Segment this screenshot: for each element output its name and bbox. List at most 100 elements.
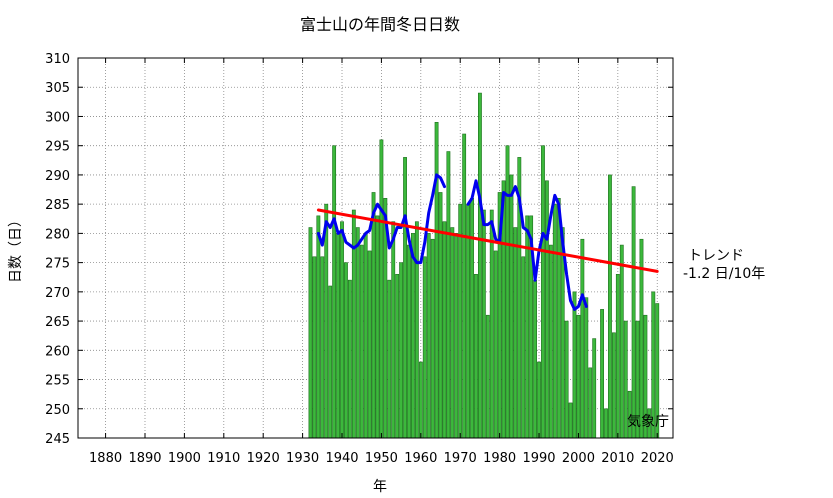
bar (347, 279, 352, 439)
bar (619, 244, 624, 439)
x-tick-label: 1970 (444, 451, 477, 466)
y-tick-label: 245 (45, 432, 70, 447)
bar (615, 274, 620, 439)
trend-line (316, 208, 659, 273)
bar (485, 314, 490, 439)
y-tick-label: 290 (45, 169, 70, 184)
bar (414, 221, 419, 439)
bar (324, 203, 329, 439)
y-tick-label: 300 (45, 110, 70, 125)
moving-average-line-2 (466, 179, 588, 311)
bar (580, 238, 585, 439)
bar (466, 203, 471, 439)
x-tick-label: 2010 (601, 451, 634, 466)
bar (493, 250, 498, 439)
x-tick-label: 1920 (247, 451, 280, 466)
x-axis-ticks: 1880 1890 1900 1910 1920 1930 1940 1950 1960 1970… (89, 58, 674, 466)
bar (355, 227, 360, 439)
bar (344, 262, 348, 439)
bar (391, 221, 396, 439)
x-tick-label: 1980 (483, 451, 516, 466)
x-tick-label: 1880 (89, 451, 122, 466)
bar (533, 279, 538, 439)
y-tick-label: 270 (45, 286, 70, 301)
x-tick-label: 1960 (404, 451, 437, 466)
y-tick-label: 275 (45, 257, 70, 272)
moving-average-line-1 (316, 173, 446, 265)
y-tick-label: 265 (45, 315, 70, 330)
bar (513, 227, 518, 439)
x-tick-label: 1950 (365, 451, 398, 466)
bar (359, 244, 364, 439)
bar (418, 361, 423, 439)
y-axis-label: 日数（日） (8, 213, 24, 283)
bar (332, 145, 337, 439)
bar (411, 233, 415, 439)
x-tick-label: 1910 (207, 451, 240, 466)
bar (426, 233, 431, 439)
bar (407, 244, 411, 439)
bar (548, 244, 553, 439)
bar (537, 361, 541, 439)
bar (328, 285, 333, 439)
credit-label: 気象庁 (627, 414, 669, 430)
bar (340, 221, 344, 439)
bar (556, 198, 561, 439)
bar (399, 262, 404, 439)
y-tick-label: 255 (45, 374, 70, 389)
bar (576, 314, 581, 439)
y-tick-label: 310 (45, 52, 70, 67)
bar (541, 145, 545, 439)
y-tick-label: 295 (45, 140, 70, 155)
bar (552, 203, 557, 439)
bar (320, 256, 325, 439)
bar (395, 274, 400, 439)
bar (422, 256, 427, 439)
gridlines (78, 58, 673, 438)
plot-frame (77, 57, 674, 439)
y-axis-ticks: 245 250 255 260 265 270 275 280 285 290 295 300 305 3… (45, 52, 673, 447)
bar (489, 209, 494, 439)
bar (584, 297, 589, 439)
bar (611, 332, 616, 439)
bar (604, 408, 608, 439)
bar (462, 133, 467, 439)
bar (312, 256, 317, 439)
y-tick-label: 305 (45, 81, 70, 96)
x-tick-label: 1900 (168, 451, 201, 466)
bar (505, 145, 510, 439)
bar (458, 203, 463, 439)
bar (470, 198, 474, 439)
bar (367, 250, 372, 439)
x-tick-label: 1940 (325, 451, 358, 466)
bar (631, 186, 636, 439)
bar (454, 233, 459, 439)
x-tick-label: 2000 (562, 451, 595, 466)
x-axis-label: 年 (373, 479, 387, 495)
x-tick-label: 2020 (641, 451, 674, 466)
trend-label-rate: -1.2 日/10年 (683, 266, 765, 282)
line-series (316, 173, 659, 311)
bar (588, 367, 593, 439)
bar (521, 256, 526, 439)
x-tick-label: 1990 (522, 451, 555, 466)
bar (572, 291, 577, 439)
bar (442, 221, 447, 439)
y-tick-label: 250 (45, 403, 70, 418)
bar (308, 227, 313, 439)
bar (474, 274, 478, 439)
bar (430, 238, 435, 439)
bar (363, 233, 368, 439)
bar (564, 320, 569, 439)
trend-label-title: トレンド (688, 248, 744, 264)
bar (478, 92, 482, 439)
bar (371, 192, 376, 439)
bar (446, 151, 451, 439)
x-tick-label: 1930 (286, 451, 319, 466)
chart-title: 富士山の年間冬日日数 (300, 15, 460, 34)
bar (379, 139, 384, 439)
y-tick-label: 260 (45, 344, 70, 359)
y-tick-label: 280 (45, 227, 70, 242)
x-tick-label: 1890 (128, 451, 161, 466)
